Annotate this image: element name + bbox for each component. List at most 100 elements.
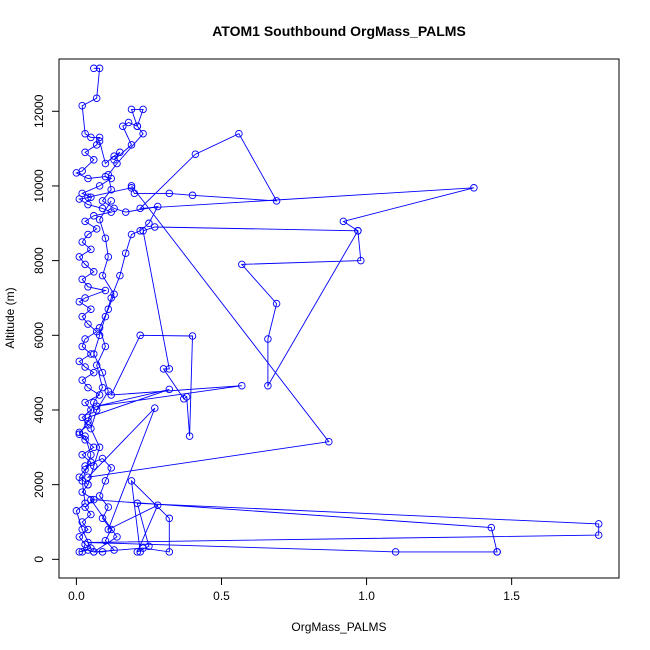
data-point bbox=[151, 404, 159, 412]
data-point bbox=[487, 523, 496, 532]
data-point bbox=[87, 245, 95, 254]
data-point bbox=[75, 253, 84, 261]
data-point bbox=[127, 477, 136, 485]
data-point bbox=[354, 227, 362, 235]
data-point bbox=[90, 64, 98, 73]
data-point bbox=[87, 305, 95, 313]
data-point bbox=[92, 94, 101, 102]
chart-title: ATOM1 Southbound OrgMass_PALMS bbox=[212, 23, 466, 39]
data-point bbox=[121, 208, 130, 216]
data-point bbox=[391, 548, 400, 556]
x-tick-label: 0.0 bbox=[68, 589, 85, 603]
series-layer bbox=[72, 64, 603, 556]
data-point bbox=[107, 185, 115, 194]
data-point bbox=[133, 122, 142, 130]
data-point bbox=[133, 548, 142, 556]
x-axis-label: OrgMass_PALMS bbox=[291, 620, 386, 634]
data-point bbox=[81, 294, 89, 302]
data-point bbox=[78, 488, 86, 496]
data-point bbox=[84, 417, 92, 425]
data-point bbox=[191, 150, 200, 158]
data-point bbox=[107, 464, 115, 472]
data-point bbox=[98, 368, 107, 377]
data-point bbox=[165, 189, 174, 198]
data-point bbox=[81, 148, 89, 157]
y-tick-label: 2000 bbox=[32, 471, 46, 498]
data-point bbox=[235, 129, 243, 138]
x-tick-label: 1.5 bbox=[503, 589, 520, 603]
data-point bbox=[95, 64, 104, 73]
data-point bbox=[264, 381, 272, 390]
data-point bbox=[78, 376, 86, 384]
data-point bbox=[72, 507, 81, 515]
data-point bbox=[238, 260, 246, 269]
x-axis: 0.0 0.5 1.0 1.5 bbox=[68, 577, 520, 603]
data-point bbox=[185, 432, 194, 440]
data-point bbox=[84, 230, 92, 239]
y-tick-label: 0 bbox=[32, 556, 46, 563]
data-point bbox=[75, 195, 84, 203]
x-tick-label: 0.5 bbox=[213, 589, 230, 603]
data-point bbox=[92, 225, 101, 233]
data-point bbox=[101, 234, 110, 242]
y-axis: 0 2000 4000 6000 8000 10000 12000 bbox=[32, 94, 60, 563]
data-point bbox=[139, 129, 147, 138]
data-point bbox=[113, 533, 121, 541]
data-point bbox=[159, 365, 168, 373]
data-point bbox=[104, 170, 113, 179]
data-point bbox=[127, 230, 136, 239]
data-point bbox=[90, 156, 98, 164]
data-point bbox=[90, 212, 98, 220]
data-point bbox=[78, 413, 86, 422]
data-point bbox=[90, 350, 98, 358]
data-point bbox=[101, 286, 110, 295]
data-point bbox=[75, 428, 84, 437]
data-point bbox=[98, 204, 107, 213]
data-point bbox=[127, 105, 136, 114]
data-point bbox=[84, 473, 92, 481]
data-point bbox=[72, 169, 81, 177]
data-point bbox=[95, 324, 104, 332]
data-point bbox=[107, 525, 115, 534]
data-point bbox=[110, 290, 118, 298]
data-point bbox=[90, 443, 98, 452]
data-point bbox=[101, 159, 110, 168]
data-point bbox=[95, 443, 104, 452]
data-point bbox=[81, 335, 89, 343]
data-point bbox=[84, 193, 92, 201]
y-axis-label: Altitude (m) bbox=[3, 287, 17, 348]
data-point bbox=[78, 518, 86, 526]
data-point bbox=[95, 492, 104, 500]
data-point bbox=[84, 200, 92, 209]
data-point bbox=[165, 548, 174, 556]
data-point bbox=[113, 159, 121, 168]
data-point bbox=[90, 398, 98, 407]
data-point bbox=[104, 305, 113, 313]
data-point bbox=[119, 122, 127, 130]
data-point bbox=[95, 331, 104, 340]
data-point bbox=[81, 499, 89, 508]
data-point bbox=[78, 312, 86, 321]
data-point bbox=[357, 256, 365, 265]
data-point bbox=[110, 546, 118, 554]
data-point bbox=[84, 283, 92, 291]
data-point bbox=[124, 118, 133, 127]
y-tick-label: 8000 bbox=[32, 247, 46, 274]
data-point bbox=[81, 398, 89, 407]
data-point bbox=[95, 137, 104, 145]
data-point bbox=[81, 129, 89, 138]
data-point bbox=[153, 202, 162, 211]
data-point bbox=[107, 197, 115, 205]
data-point bbox=[165, 365, 174, 373]
data-point bbox=[90, 268, 98, 276]
data-point bbox=[121, 249, 130, 257]
data-point bbox=[101, 342, 110, 351]
data-point bbox=[139, 227, 147, 235]
data-point bbox=[107, 391, 115, 399]
data-point bbox=[133, 499, 142, 508]
data-point bbox=[594, 520, 603, 528]
data-point bbox=[264, 335, 272, 343]
x-tick-label: 1.0 bbox=[358, 589, 375, 603]
data-point bbox=[136, 548, 144, 556]
data-point bbox=[98, 514, 107, 523]
